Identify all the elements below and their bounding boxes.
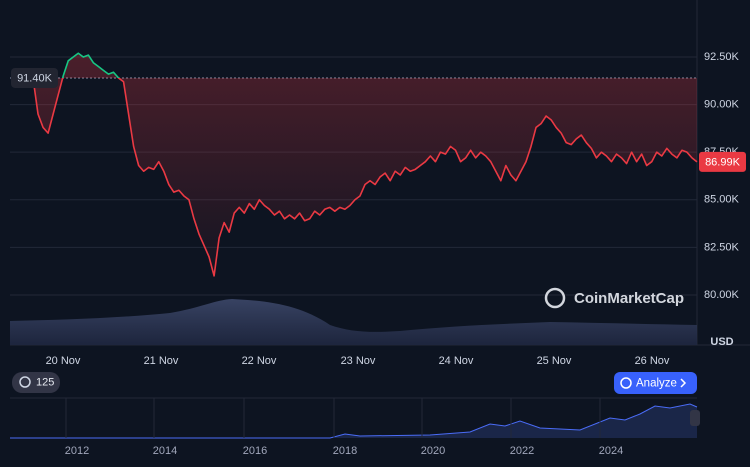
navigator-year: 2020 [421,445,445,457]
navigator: 2012 2014 2016 2018 2020 2022 2024 [10,397,700,457]
navigator-year: 2016 [243,445,267,457]
navigator-area [10,404,697,438]
x-tick-label: 23 Nov [341,355,376,367]
x-axis: 20 Nov 21 Nov 22 Nov 23 Nov 24 Nov 25 Nov 26 N… [46,355,670,367]
current-label-bg [699,151,746,172]
navigator-line [10,403,698,439]
watermark-text: CoinMarketCap [574,290,684,307]
x-tick-label: 21 Nov [144,355,179,367]
price-line [32,52,698,277]
plot: 91.40K 86.99K [10,52,746,277]
navigator-year: 2022 [510,445,534,457]
x-tick-label: 25 Nov [537,355,572,367]
price-area [33,53,697,276]
y-tick-label: 82.50K [704,241,740,253]
badge-icon [19,376,31,388]
navigator-year: 2024 [599,445,623,457]
analyze-text[interactable]: Analyze [636,378,677,390]
unit-label: USD [710,336,733,348]
y-tick-label: 92.50K [704,51,740,63]
navigator-year: 2014 [153,445,177,457]
volume-area [10,299,697,345]
navigator-handle[interactable] [690,410,700,426]
analyze-icon [620,377,632,389]
x-tick-label: 26 Nov [635,355,670,367]
navigator-years: 2012 2014 2016 2018 2020 2022 2024 [65,398,623,457]
y-tick-label: 90.00K [704,99,740,111]
analyze-button[interactable] [614,372,697,394]
badge-text[interactable]: 125 [36,376,54,388]
navigator-year: 2012 [65,445,89,457]
current-label: 86.99K [705,156,741,168]
x-tick-label: 22 Nov [242,355,277,367]
watermark-logo [544,287,566,309]
watermark: CoinMarketCap [544,287,684,309]
y-tick-label: 85.00K [704,194,740,206]
reference-label: 91.40K [17,72,53,84]
analyze-chevron [680,378,687,388]
navigator-year: 2018 [333,445,357,457]
y-tick-label: 80.00K [704,289,740,301]
x-tick-label: 24 Nov [439,355,474,367]
reference-label-bg [11,67,58,88]
x-tick-label: 20 Nov [46,355,81,367]
